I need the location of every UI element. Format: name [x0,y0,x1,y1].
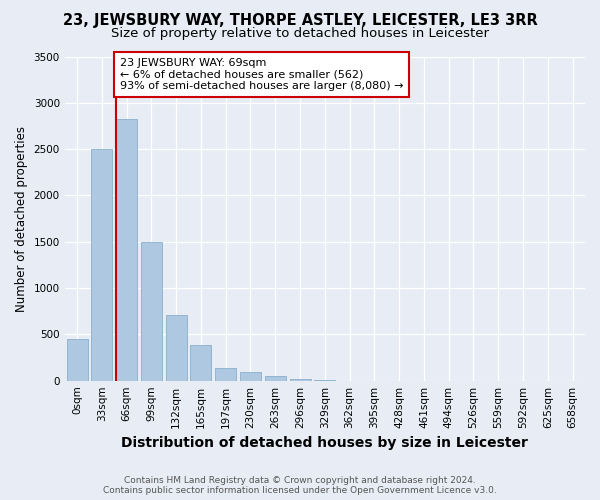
Text: 23, JEWSBURY WAY, THORPE ASTLEY, LEICESTER, LE3 3RR: 23, JEWSBURY WAY, THORPE ASTLEY, LEICEST… [62,12,538,28]
Bar [265,376,286,380]
Bar [166,315,187,380]
Text: 23 JEWSBURY WAY: 69sqm
← 6% of detached houses are smaller (562)
93% of semi-det: 23 JEWSBURY WAY: 69sqm ← 6% of detached … [120,58,403,91]
Bar [240,372,261,380]
Bar [67,339,88,380]
Bar [215,368,236,380]
Y-axis label: Number of detached properties: Number of detached properties [15,126,28,312]
Bar [290,379,311,380]
X-axis label: Distribution of detached houses by size in Leicester: Distribution of detached houses by size … [121,436,528,450]
Bar [116,120,137,380]
Bar [190,344,211,380]
Text: Size of property relative to detached houses in Leicester: Size of property relative to detached ho… [111,28,489,40]
Bar [91,149,112,380]
Text: Contains HM Land Registry data © Crown copyright and database right 2024.
Contai: Contains HM Land Registry data © Crown c… [103,476,497,495]
Bar [141,242,162,380]
